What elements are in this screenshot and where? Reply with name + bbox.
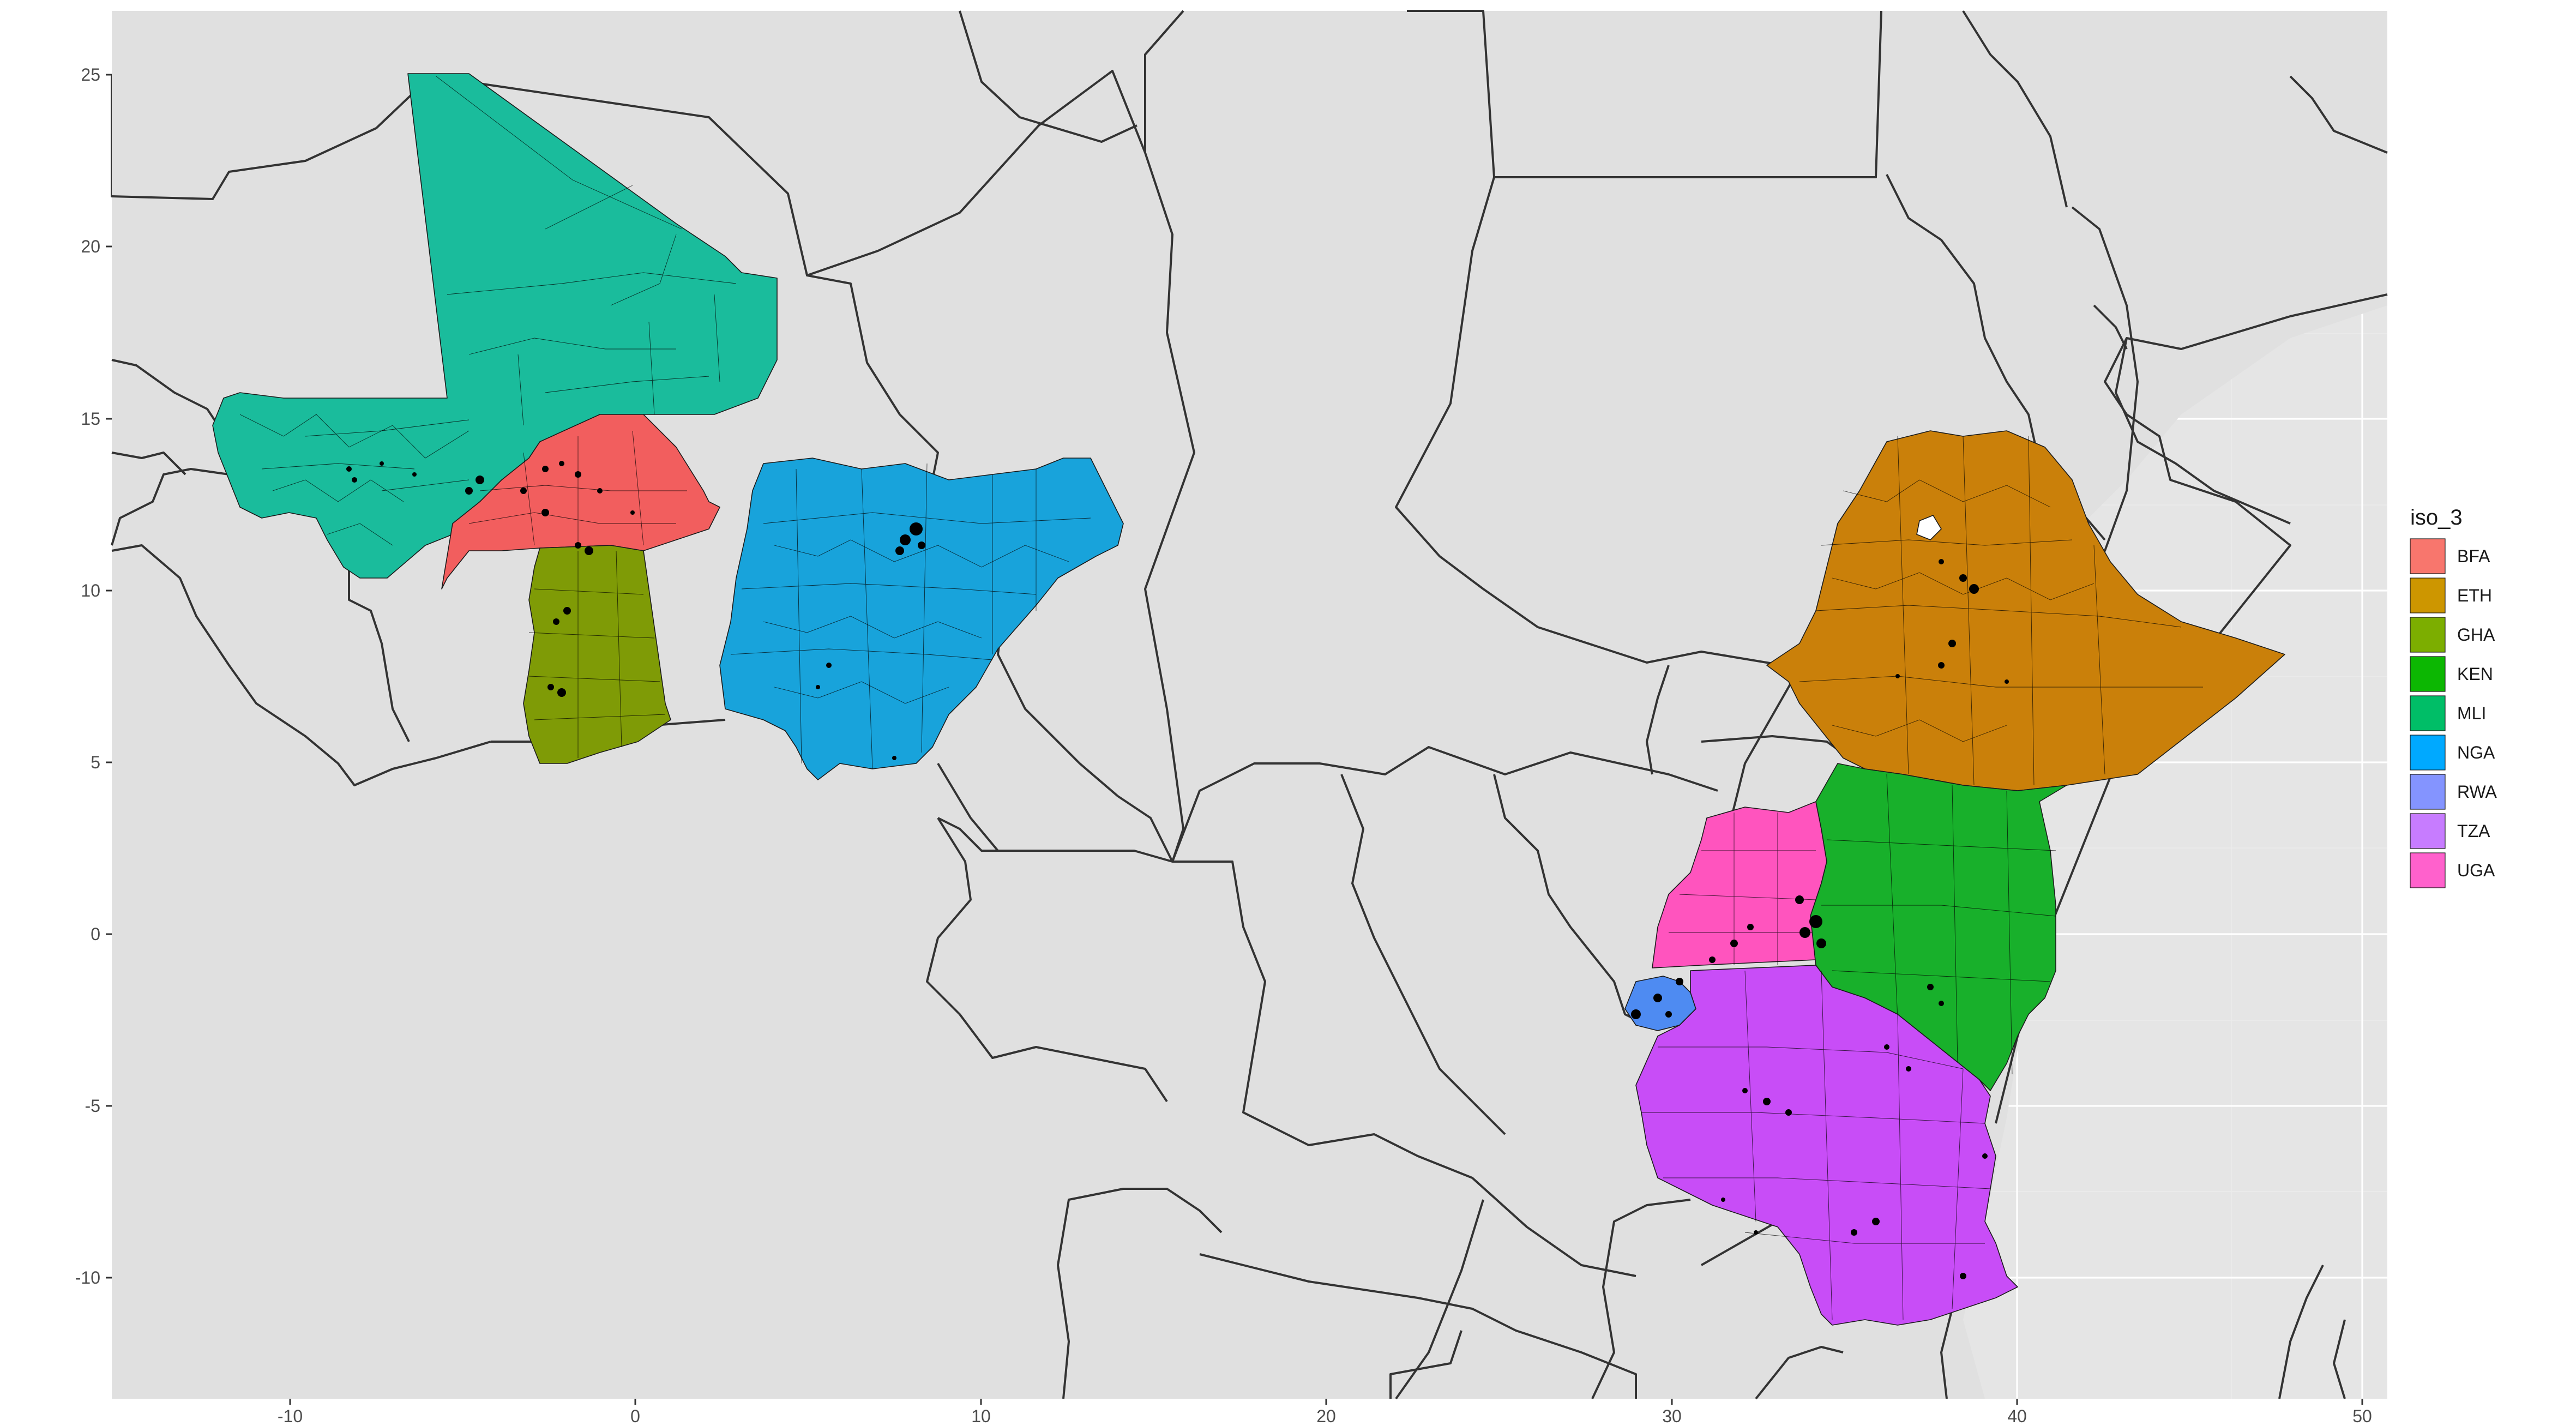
y-tick-label: 25 — [81, 65, 100, 85]
y-tick-label: 0 — [91, 924, 100, 944]
country-ken — [1810, 763, 2067, 1091]
y-tick-label: -10 — [75, 1268, 100, 1287]
legend-label-bfa: BFA — [2457, 546, 2490, 566]
legend-label-tza: TZA — [2457, 821, 2490, 841]
legend-title: iso_3 — [2410, 506, 2463, 530]
legend-label-mli: MLI — [2457, 703, 2486, 723]
legend-label-gha: GHA — [2457, 625, 2495, 645]
x-tick-label: 30 — [1662, 1406, 1682, 1426]
country-nga — [719, 458, 1124, 780]
x-axis: -10 0 10 20 30 40 50 — [278, 1399, 2372, 1426]
legend-label-rwa: RWA — [2457, 782, 2497, 802]
data-points — [346, 461, 2009, 1279]
legend-label-nga: NGA — [2457, 743, 2495, 762]
legend-label-uga: UGA — [2457, 861, 2495, 880]
x-tick-label: 20 — [1316, 1406, 1336, 1426]
legend-swatch-rwa — [2410, 774, 2446, 810]
x-tick-label: 50 — [2352, 1406, 2372, 1426]
legend-label-ken: KEN — [2457, 664, 2493, 684]
y-tick-label: 5 — [91, 753, 100, 772]
legend-swatch-bfa — [2410, 538, 2446, 574]
y-axis: 25 20 15 10 5 0 -5 -10 — [75, 65, 112, 1287]
x-tick-label: 0 — [630, 1406, 640, 1426]
country-borders — [111, 10, 2388, 1400]
country-mli — [212, 73, 778, 579]
legend-swatch-nga — [2410, 735, 2446, 771]
country-tza — [1635, 965, 2018, 1326]
legend-swatch-gha — [2410, 617, 2446, 653]
y-tick-label: 15 — [81, 409, 100, 429]
legend-swatch-eth — [2410, 577, 2446, 613]
legend: iso_3 BFA ETH GHA KEN MLI NGA RWA TZA UGA — [2410, 506, 2497, 888]
x-tick-label: 40 — [2007, 1406, 2027, 1426]
legend-swatch-ken — [2410, 656, 2446, 692]
y-tick-label: 20 — [81, 237, 100, 256]
y-tick-label: 10 — [81, 581, 100, 600]
x-tick-label: 10 — [971, 1406, 991, 1426]
country-gha — [523, 545, 671, 764]
legend-label-eth: ETH — [2457, 586, 2492, 605]
legend-swatch-uga — [2410, 852, 2446, 888]
legend-swatch-tza — [2410, 813, 2446, 849]
y-tick-label: -5 — [85, 1096, 100, 1116]
legend-swatch-mli — [2410, 695, 2446, 731]
country-eth — [1766, 430, 2285, 791]
x-tick-label: -10 — [278, 1406, 303, 1426]
